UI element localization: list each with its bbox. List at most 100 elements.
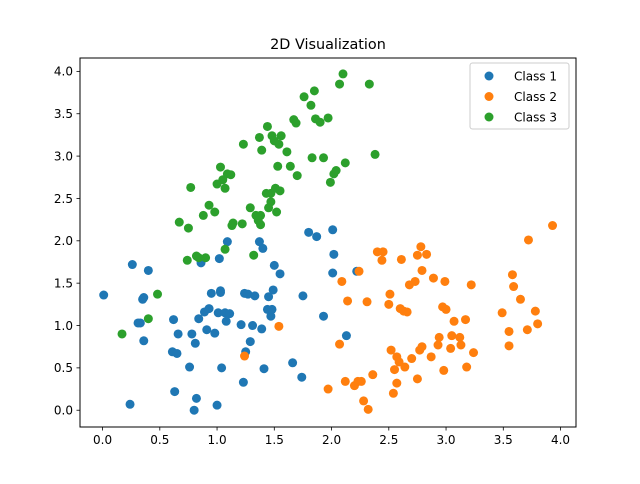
data-point (182, 255, 192, 265)
data-point (299, 92, 309, 102)
data-point (402, 307, 412, 317)
data-point (185, 362, 195, 372)
data-point (417, 265, 427, 275)
data-point (388, 388, 398, 398)
data-point (217, 363, 227, 373)
data-point (212, 400, 222, 410)
data-point (306, 100, 316, 110)
data-point (257, 145, 267, 155)
data-point (220, 183, 230, 193)
data-point (256, 220, 266, 230)
data-point (190, 338, 200, 348)
data-point (354, 266, 364, 276)
data-point (522, 325, 532, 335)
series-2-points (240, 221, 558, 414)
data-point (226, 170, 236, 180)
data-point (340, 158, 350, 168)
y-tick-label: 0.0 (54, 404, 73, 418)
x-tick-label: 1.0 (208, 433, 227, 447)
legend-label: Class 2 (514, 90, 557, 104)
data-point (245, 203, 255, 213)
data-point (462, 362, 472, 372)
data-point (461, 315, 471, 325)
data-point (504, 341, 514, 351)
legend-box (469, 62, 570, 130)
data-point (267, 304, 277, 314)
data-point (504, 326, 514, 336)
data-point (449, 316, 459, 326)
data-point (170, 387, 180, 397)
data-point (187, 329, 197, 339)
data-point (204, 200, 214, 210)
data-point (237, 219, 247, 229)
data-point (298, 291, 308, 301)
legend: Class 1 Class 2 Class 3 (469, 62, 570, 130)
data-point (497, 308, 507, 318)
data-point (186, 182, 196, 192)
data-point (315, 117, 325, 127)
data-point (456, 340, 466, 350)
data-point (407, 354, 417, 364)
data-point (426, 352, 436, 362)
data-point (446, 343, 456, 353)
data-point (412, 374, 422, 384)
data-point (269, 260, 279, 270)
data-point (400, 362, 410, 372)
data-point (139, 293, 149, 303)
data-point (248, 321, 258, 331)
data-point (384, 299, 394, 309)
x-axis-ticks: 0.0 0.5 1.0 1.5 2.0 2.5 3.0 3.5 4.0 (93, 427, 570, 447)
data-point (507, 270, 517, 280)
x-tick-label: 2.5 (379, 433, 398, 447)
data-point (272, 207, 282, 217)
data-point (338, 69, 348, 79)
data-point (319, 153, 329, 163)
data-point (428, 273, 438, 283)
data-point (153, 289, 163, 299)
data-point (362, 297, 372, 307)
data-point (268, 285, 278, 295)
data-point (250, 291, 260, 301)
data-point (335, 79, 345, 89)
data-point (447, 331, 457, 341)
data-point (222, 237, 232, 247)
data-point (194, 314, 204, 324)
data-point (206, 288, 216, 298)
data-point (249, 250, 259, 260)
x-tick-label: 3.0 (436, 433, 455, 447)
data-point (143, 314, 153, 324)
data-point (174, 217, 184, 227)
data-point (533, 319, 543, 329)
data-point (392, 378, 402, 388)
data-point (266, 311, 276, 321)
data-point (363, 404, 373, 414)
data-point (215, 162, 225, 172)
x-tick-label: 3.5 (494, 433, 513, 447)
data-point (262, 121, 272, 131)
data-point (99, 290, 109, 300)
data-point (441, 304, 451, 314)
x-tick-label: 0.0 (93, 433, 112, 447)
data-point (364, 79, 374, 89)
legend-label: Class 1 (514, 70, 557, 84)
data-point (201, 253, 211, 263)
data-point (312, 232, 322, 242)
data-point (356, 376, 366, 386)
data-point (258, 243, 268, 253)
data-point (204, 304, 214, 314)
data-point (198, 210, 208, 220)
data-point (117, 329, 127, 339)
data-point (243, 289, 253, 299)
data-point (225, 309, 235, 319)
data-point (189, 405, 199, 415)
data-point (274, 321, 284, 331)
data-point (238, 377, 248, 387)
legend-label: Class 3 (514, 111, 557, 125)
chart-title: 2D Visualization (270, 37, 386, 53)
data-point (125, 399, 135, 409)
data-point (385, 289, 395, 299)
data-point (214, 254, 224, 264)
data-point (240, 351, 250, 361)
legend-marker (484, 92, 494, 101)
